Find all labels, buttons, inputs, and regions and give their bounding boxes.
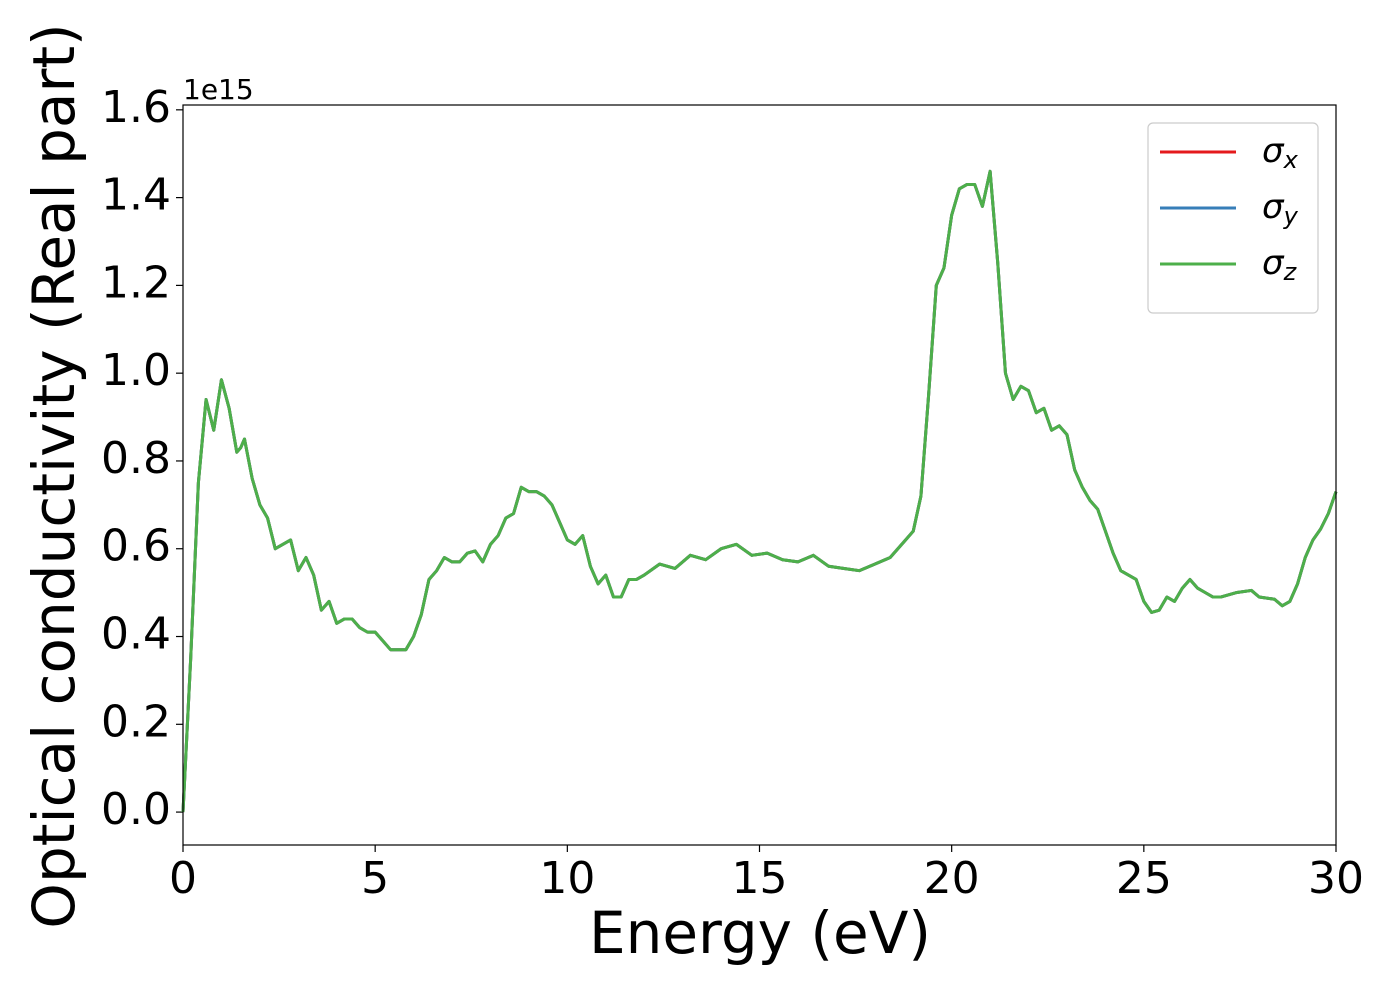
x-tick-label: 25 [1116, 853, 1172, 904]
legend: σx σy σz [1147, 122, 1319, 314]
x-tick-label: 15 [732, 853, 788, 904]
x-axis-label: Energy (eV) [589, 899, 931, 967]
y-tick-label: 0.6 [101, 521, 171, 572]
x-tick-label: 0 [169, 853, 197, 904]
x-tick-label: 5 [361, 853, 389, 904]
y-tick-label: 1.6 [101, 82, 171, 133]
plot-frame [182, 104, 1337, 846]
y-axis-label: Optical conductivity (Real part) [20, 23, 88, 928]
y-tick-label: 0.2 [101, 696, 171, 747]
y-offset-label: 1e15 [183, 73, 254, 106]
x-tick-label: 10 [539, 853, 595, 904]
series-line [181, 169, 1338, 813]
y-tick-label: 0.4 [101, 609, 171, 660]
y-tick-label: 0.0 [101, 784, 171, 835]
legend-label: σz [1262, 243, 1298, 287]
legend-label: σy [1262, 187, 1299, 231]
y-tick-label: 1.2 [101, 257, 171, 308]
x-tick-label: 20 [924, 853, 980, 904]
x-tick-label: 30 [1308, 853, 1364, 904]
y-tick-label: 0.8 [101, 433, 171, 484]
y-tick-label: 1.4 [101, 170, 171, 221]
y-tick-label: 1.0 [101, 345, 171, 396]
legend-label: σx [1262, 131, 1299, 175]
